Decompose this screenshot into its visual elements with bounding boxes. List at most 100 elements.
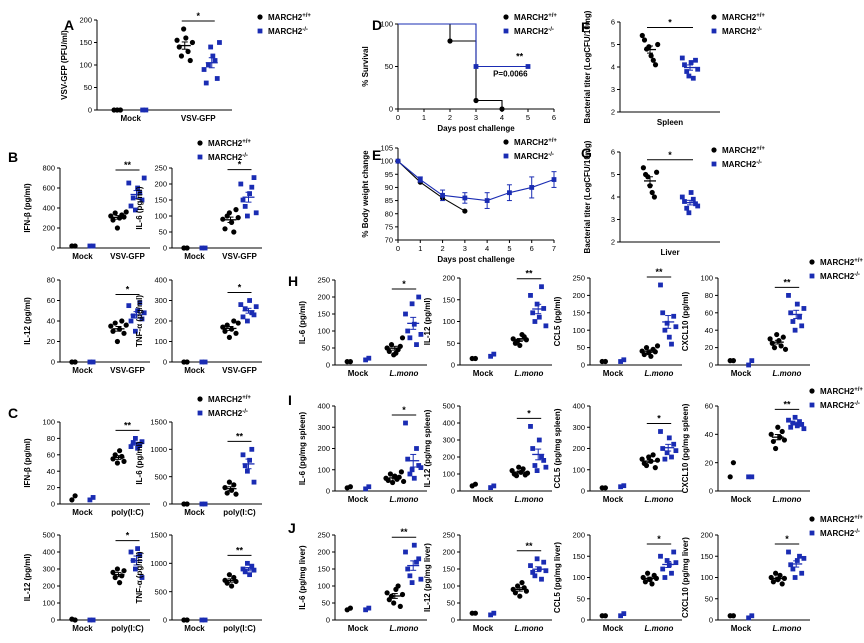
y-tick-label: 5 — [611, 170, 615, 179]
legend-marker-wt — [809, 388, 815, 394]
data-point — [660, 310, 666, 316]
y-tick-label: 200 — [572, 531, 585, 540]
data-point — [779, 581, 785, 587]
y-tick-label: 6 — [611, 148, 615, 157]
y-tick-label: 200 — [42, 582, 55, 591]
data-point — [746, 615, 751, 621]
y-axis-label: CXCL10 (pg/mg spleen) — [681, 403, 690, 493]
x-category-label: Mock — [348, 369, 369, 378]
y-tick-label: 40 — [47, 317, 55, 326]
data-point — [788, 562, 794, 568]
legend-label-wt: MARCH2+/+ — [208, 395, 251, 404]
data-point — [682, 199, 687, 204]
data-point — [792, 327, 798, 333]
data-point — [662, 327, 668, 333]
legend-label-ko: MARCH2-/- — [514, 27, 554, 36]
legend-marker-wt — [257, 14, 263, 20]
data-point — [235, 320, 241, 326]
y-axis-label: CXCL10 (pg/mg liver) — [681, 537, 690, 618]
data-point — [403, 420, 408, 426]
data-point — [245, 213, 250, 219]
y-tick-label: 0 — [709, 487, 713, 496]
x-category-label: Mock — [121, 114, 142, 123]
panel-label: D — [372, 17, 382, 33]
data-point — [673, 448, 679, 454]
data-point — [799, 323, 805, 329]
data-point — [87, 359, 93, 365]
data-point — [534, 556, 540, 562]
data-point — [139, 197, 145, 203]
data-point — [135, 185, 140, 191]
data-point — [133, 566, 138, 572]
data-point — [363, 607, 368, 613]
data-point — [686, 210, 692, 216]
data-point — [202, 359, 208, 365]
data-point — [114, 460, 120, 466]
data-point — [397, 603, 403, 610]
data-point — [771, 345, 778, 351]
data-point — [226, 334, 232, 340]
p-value-label: P=0.0066 — [493, 70, 528, 79]
data-point — [727, 474, 733, 480]
significance-label: ** — [124, 420, 132, 430]
data-point — [618, 484, 623, 490]
y-tick-label: 150 — [572, 308, 585, 317]
data-point — [411, 321, 417, 327]
data-point — [695, 203, 701, 209]
data-point — [87, 243, 93, 249]
data-point — [247, 457, 252, 463]
y-tick-label: 60 — [47, 296, 55, 305]
data-point — [114, 338, 120, 345]
significance-label: ** — [400, 527, 408, 537]
data-point — [110, 569, 116, 576]
data-point — [621, 611, 627, 617]
y-tick-label: 50 — [577, 594, 585, 603]
y-tick-label: 400 — [154, 276, 167, 285]
data-point — [653, 575, 660, 581]
data-point — [491, 351, 497, 357]
legend-label-wt: MARCH2+/+ — [722, 146, 765, 155]
data-point — [123, 209, 129, 215]
data-point — [235, 215, 241, 221]
data-point — [231, 482, 237, 488]
x-category-label: poly(I:C) — [111, 508, 144, 517]
data-point — [253, 210, 259, 216]
y-tick-label: 60 — [705, 402, 713, 411]
y-tick-label: 0 — [389, 105, 393, 114]
y-tick-label: 50 — [385, 62, 393, 71]
y-tick-label: 2 — [611, 238, 615, 247]
x-tick-label: 5 — [507, 244, 511, 253]
data-point — [462, 195, 468, 201]
y-tick-label: 100 — [442, 317, 455, 326]
data-point — [647, 183, 653, 189]
y-axis-label: IL-6 (pg/ml) — [135, 441, 144, 484]
y-tick-label: 200 — [442, 548, 455, 557]
data-point — [251, 312, 257, 318]
data-point — [786, 549, 791, 555]
y-tick-label: 100 — [572, 326, 585, 335]
y-tick-label: 20 — [47, 483, 55, 492]
x-category-label: L.mono — [645, 624, 674, 633]
x-category-label: Mock — [603, 495, 624, 504]
x-axis-label: Spleen — [657, 118, 683, 127]
y-tick-label: 0 — [709, 616, 713, 625]
x-category-label: Mock — [603, 624, 624, 633]
data-point — [462, 208, 468, 214]
panel-label: F — [581, 19, 590, 35]
data-point — [650, 452, 656, 458]
data-point — [407, 471, 413, 477]
data-point — [648, 353, 654, 359]
data-point — [114, 225, 120, 231]
data-point — [139, 439, 145, 445]
x-tick-label: 6 — [530, 244, 534, 253]
data-point — [110, 217, 116, 223]
y-tick-label: 150 — [442, 295, 455, 304]
significance-label: ** — [783, 399, 791, 409]
x-tick-label: 6 — [552, 113, 556, 122]
x-tick-label: 4 — [485, 244, 489, 253]
x-tick-label: 3 — [463, 244, 467, 253]
data-point — [183, 35, 189, 41]
data-point — [238, 302, 244, 307]
x-category-label: L.mono — [390, 624, 419, 633]
y-tick-label: 0 — [51, 358, 55, 367]
